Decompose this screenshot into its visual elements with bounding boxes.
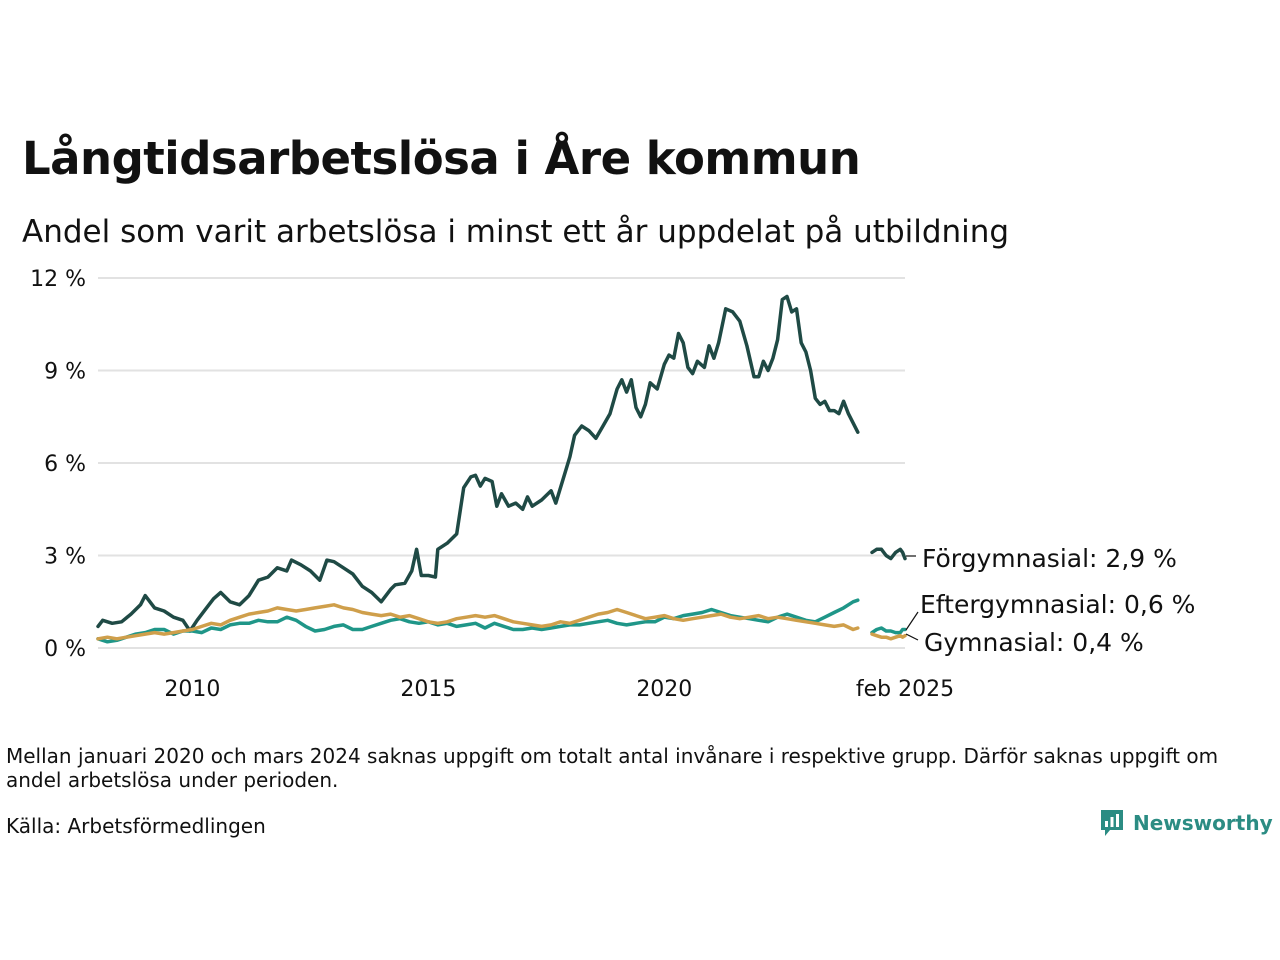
bar-chart-icon [1101,810,1123,836]
y-axis-ticks: 0 % 3 % 6 % 9 % 12 % [30,267,86,662]
label-leader-gymnasial [905,633,919,641]
x-tick-label: 2015 [400,677,456,702]
series-line-forgymnasial [870,547,907,561]
gridlines [98,277,905,649]
series-label-forgymnasial: Förgymnasial: 2,9 % [922,544,1177,573]
y-tick-label: 6 % [44,452,86,477]
series-label-gymnasial: Gymnasial: 0,4 % [924,628,1144,657]
series-line-eftergymnasial [870,626,907,635]
brand-name: Newsworthy [1133,811,1273,835]
line-chart: 0 % 3 % 6 % 9 % 12 % 2010 2015 2020 feb 2025 Fö… [30,267,1195,702]
series-line-gymnasial [870,632,907,641]
series-lines [96,294,907,644]
label-leader-eftergymnasial [905,611,919,631]
source-text: Källa: Arbetsförmedlingen [6,814,266,838]
y-tick-label: 3 % [44,545,86,570]
x-tick-label: 2010 [164,677,220,702]
footnote: Mellan januari 2020 och mars 2024 saknas… [6,744,1219,792]
y-tick-label: 12 % [30,267,86,292]
x-axis-ticks: 2010 2015 2020 feb 2025 [164,677,954,702]
series-line-eftergymnasial [96,598,860,644]
series-line-forgymnasial [96,294,860,633]
y-tick-label: 0 % [44,637,86,662]
chart-title: Långtidsarbetslösa i Åre kommun [22,132,861,185]
series-labels: Förgymnasial: 2,9 % Eftergymnasial: 0,6 %… [905,544,1195,657]
y-tick-label: 9 % [44,360,86,385]
newsworthy-logo[interactable]: Newsworthy [1099,808,1273,838]
series-label-eftergymnasial: Eftergymnasial: 0,6 % [920,590,1195,619]
x-tick-label: feb 2025 [856,677,954,702]
chart-subtitle: Andel som varit arbetslösa i minst ett å… [22,214,1010,250]
series-line-gymnasial [96,603,860,641]
x-tick-label: 2020 [636,677,692,702]
